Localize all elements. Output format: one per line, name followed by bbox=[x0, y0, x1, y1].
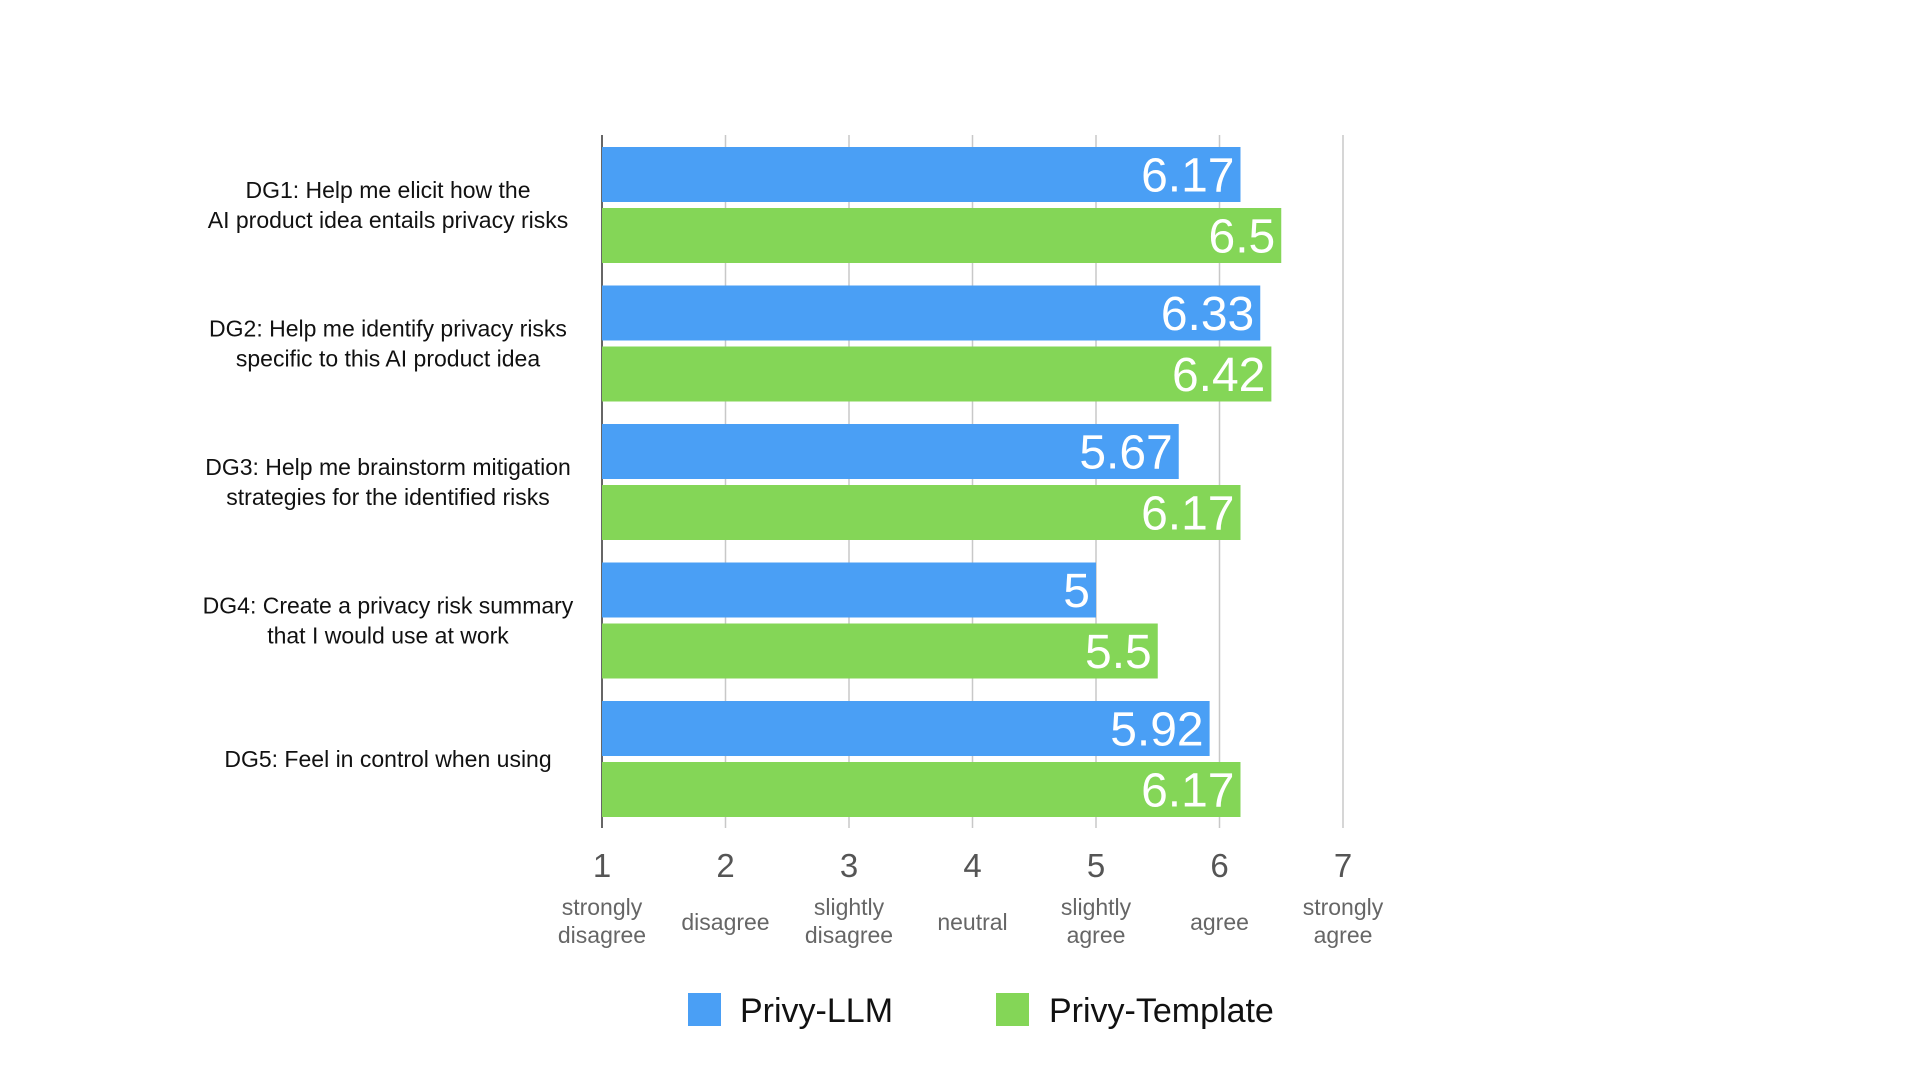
category-label-line: DG2: Help me identify privacy risks bbox=[209, 316, 567, 342]
value-label-llm-dg2: 6.33 bbox=[1161, 288, 1254, 341]
bar-template-dg2 bbox=[602, 346, 1272, 402]
category-label-line: DG4: Create a privacy risk summary bbox=[203, 593, 574, 619]
tick-descriptor-line: agree bbox=[1190, 909, 1249, 935]
bar-template-dg4 bbox=[602, 623, 1158, 679]
tick-descriptor-line: disagree bbox=[681, 909, 769, 935]
category-label-dg2: DG2: Help me identify privacy risks speci… bbox=[209, 316, 567, 372]
tick-descriptor-line: agree bbox=[1314, 922, 1373, 948]
tick-descriptor-1: strongly disagree bbox=[558, 894, 646, 948]
tick-label-6: 6 bbox=[1210, 847, 1228, 884]
bar-llm-dg2 bbox=[602, 285, 1261, 341]
bar-llm-dg1 bbox=[602, 147, 1241, 202]
value-label-template-dg4: 5.5 bbox=[1085, 626, 1152, 679]
value-label-llm-dg5: 5.92 bbox=[1110, 704, 1203, 757]
tick-descriptor-line: disagree bbox=[558, 922, 646, 948]
tick-descriptor-6: agree bbox=[1190, 909, 1249, 935]
category-label-dg1: DG1: Help me elicit how the AI product id… bbox=[208, 177, 569, 233]
legend-swatch-template bbox=[996, 993, 1029, 1026]
tick-descriptor-line: slightly bbox=[1061, 894, 1132, 920]
legend-swatch-llm bbox=[688, 993, 721, 1026]
tick-label-7: 7 bbox=[1334, 847, 1352, 884]
tick-descriptor-7: strongly agree bbox=[1303, 894, 1384, 948]
value-label-llm-dg1: 6.17 bbox=[1141, 150, 1234, 203]
bar-llm-dg4 bbox=[602, 562, 1096, 618]
value-label-llm-dg3: 5.67 bbox=[1079, 427, 1172, 480]
tick-descriptor-5: slightly agree bbox=[1061, 894, 1132, 948]
bar-llm-dg5 bbox=[602, 701, 1210, 756]
category-label-dg4: DG4: Create a privacy risk summary that I… bbox=[203, 593, 574, 649]
tick-label-2: 2 bbox=[716, 847, 734, 884]
category-label-line: DG5: Feel in control when using bbox=[224, 746, 551, 772]
tick-descriptor-line: strongly bbox=[562, 894, 643, 920]
bars: 6.17 6.5 6.33 6.425.67 6.17 5 5.5 5.92 6.17 bbox=[602, 147, 1282, 818]
value-label-template-dg3: 6.17 bbox=[1141, 488, 1234, 541]
category-label-line: strategies for the identified risks bbox=[226, 484, 549, 510]
category-label-line: AI product idea entails privacy risks bbox=[208, 207, 569, 233]
tick-descriptor-line: agree bbox=[1067, 922, 1126, 948]
tick-descriptor-2: disagree bbox=[681, 909, 769, 935]
tick-descriptor-line: disagree bbox=[805, 922, 893, 948]
tick-label-5: 5 bbox=[1087, 847, 1105, 884]
bar-template-dg5 bbox=[602, 762, 1241, 817]
category-label-dg3: DG3: Help me brainstorm mitigation strate… bbox=[205, 454, 571, 510]
category-labels: DG1: Help me elicit how the AI product id… bbox=[203, 177, 574, 772]
legend: Privy-LLM Privy-Template bbox=[688, 992, 1274, 1030]
value-label-template-dg1: 6.5 bbox=[1209, 211, 1276, 264]
tick-label-1: 1 bbox=[593, 847, 611, 884]
tick-label-4: 4 bbox=[963, 847, 981, 884]
value-label-template-dg5: 6.17 bbox=[1141, 765, 1234, 818]
category-label-line: DG3: Help me brainstorm mitigation bbox=[205, 454, 571, 480]
tick-descriptor-3: slightly disagree bbox=[805, 894, 893, 948]
bar-llm-dg3 bbox=[602, 424, 1179, 479]
tick-label-3: 3 bbox=[840, 847, 858, 884]
tick-descriptor-line: neutral bbox=[937, 909, 1007, 935]
value-label-llm-dg4: 5 bbox=[1063, 565, 1090, 618]
bar-template-dg1 bbox=[602, 208, 1282, 263]
category-label-line: that I would use at work bbox=[267, 623, 509, 649]
legend-label-llm: Privy-LLM bbox=[740, 992, 893, 1030]
bar-template-dg3 bbox=[602, 485, 1241, 540]
category-label-line: DG1: Help me elicit how the bbox=[245, 177, 530, 203]
value-label-template-dg2: 6.42 bbox=[1172, 349, 1265, 402]
tick-descriptor-4: neutral bbox=[937, 909, 1007, 935]
category-label-line: specific to this AI product idea bbox=[236, 346, 540, 372]
legend-label-template: Privy-Template bbox=[1049, 992, 1274, 1030]
tick-descriptor-line: slightly bbox=[814, 894, 885, 920]
category-label-dg5: DG5: Feel in control when using bbox=[224, 746, 551, 772]
tick-descriptor-line: strongly bbox=[1303, 894, 1384, 920]
